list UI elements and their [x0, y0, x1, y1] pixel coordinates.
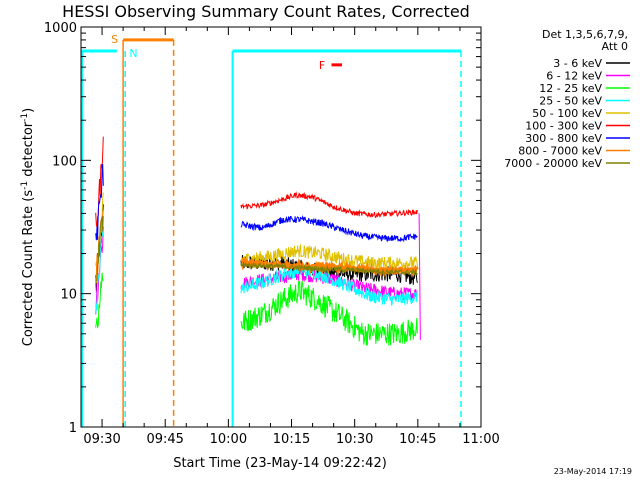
series-trace — [240, 280, 418, 346]
plot-frame — [80, 26, 482, 428]
x-axis-label: Start Time (23-May-14 09:22:42) — [173, 456, 387, 471]
y-tick-label: 1000 — [44, 21, 77, 36]
x-tick-label: 10:30 — [336, 432, 373, 447]
legend-header-line2: Att 0 — [602, 40, 628, 53]
y-axis-label: Corrected Count Rate (s-1 detector-1) — [20, 108, 36, 346]
series-trace — [240, 243, 418, 271]
series-drop — [418, 213, 421, 340]
series-spike — [95, 272, 104, 329]
series-spike — [95, 215, 104, 282]
y-tick-label: 100 — [52, 154, 77, 169]
series-trace — [240, 261, 418, 277]
legend-entry-label: 12 - 25 keV — [539, 82, 602, 95]
y-label-sup1: -1 — [20, 181, 30, 190]
y-axis: 1 10 100 1000 — [44, 21, 481, 436]
series-trace — [240, 215, 418, 243]
series-trace — [240, 191, 418, 218]
x-tick-label: 11:00 — [462, 432, 499, 447]
series-trace — [240, 264, 418, 306]
legend-entry-label: 100 - 300 keV — [525, 120, 602, 133]
night-label: N — [129, 47, 137, 60]
y-label-part1: Corrected Count Rate (s — [21, 190, 36, 347]
plot-area: SN F — [81, 33, 462, 427]
legend-entry-label: 7000 - 20000 keV — [504, 157, 602, 170]
legend-header-line1: Det 1,3,5,6,7,9, — [542, 28, 628, 41]
y-tick-label: 10 — [60, 288, 77, 303]
y-tick-label: 1 — [69, 421, 77, 436]
legend-entry-label: 800 - 7000 keV — [518, 145, 602, 158]
x-tick-label: 09:45 — [146, 432, 183, 447]
x-tick-label: 10:15 — [273, 432, 310, 447]
flare-label: F — [319, 59, 325, 72]
x-tick-label: 09:30 — [83, 432, 120, 447]
legend-entry-label: 300 - 800 keV — [525, 132, 602, 145]
series-spike — [95, 163, 104, 241]
legend-entry-label: 25 - 50 keV — [539, 95, 602, 108]
x-tick-label: 10:00 — [210, 432, 247, 447]
legend-entry-label: 6 - 12 keV — [546, 70, 602, 83]
legend-entry-label: 3 - 6 keV — [553, 57, 602, 70]
x-tick-label: 10:45 — [399, 432, 436, 447]
legend-entry-label: 50 - 100 keV — [532, 107, 602, 120]
y-label-part2: detector — [21, 121, 36, 181]
footer-date: 23-May-2014 17:19 — [554, 467, 632, 476]
saa-label: S — [111, 33, 118, 46]
x-axis: 09:30 09:45 10:00 10:15 10:30 10:45 11:00 — [80, 27, 500, 447]
y-label-sup2: -1 — [20, 113, 30, 122]
chart-title: HESSI Observing Summary Count Rates, Cor… — [62, 2, 470, 21]
series-spike — [95, 227, 104, 314]
y-label-part3: ) — [21, 108, 36, 113]
